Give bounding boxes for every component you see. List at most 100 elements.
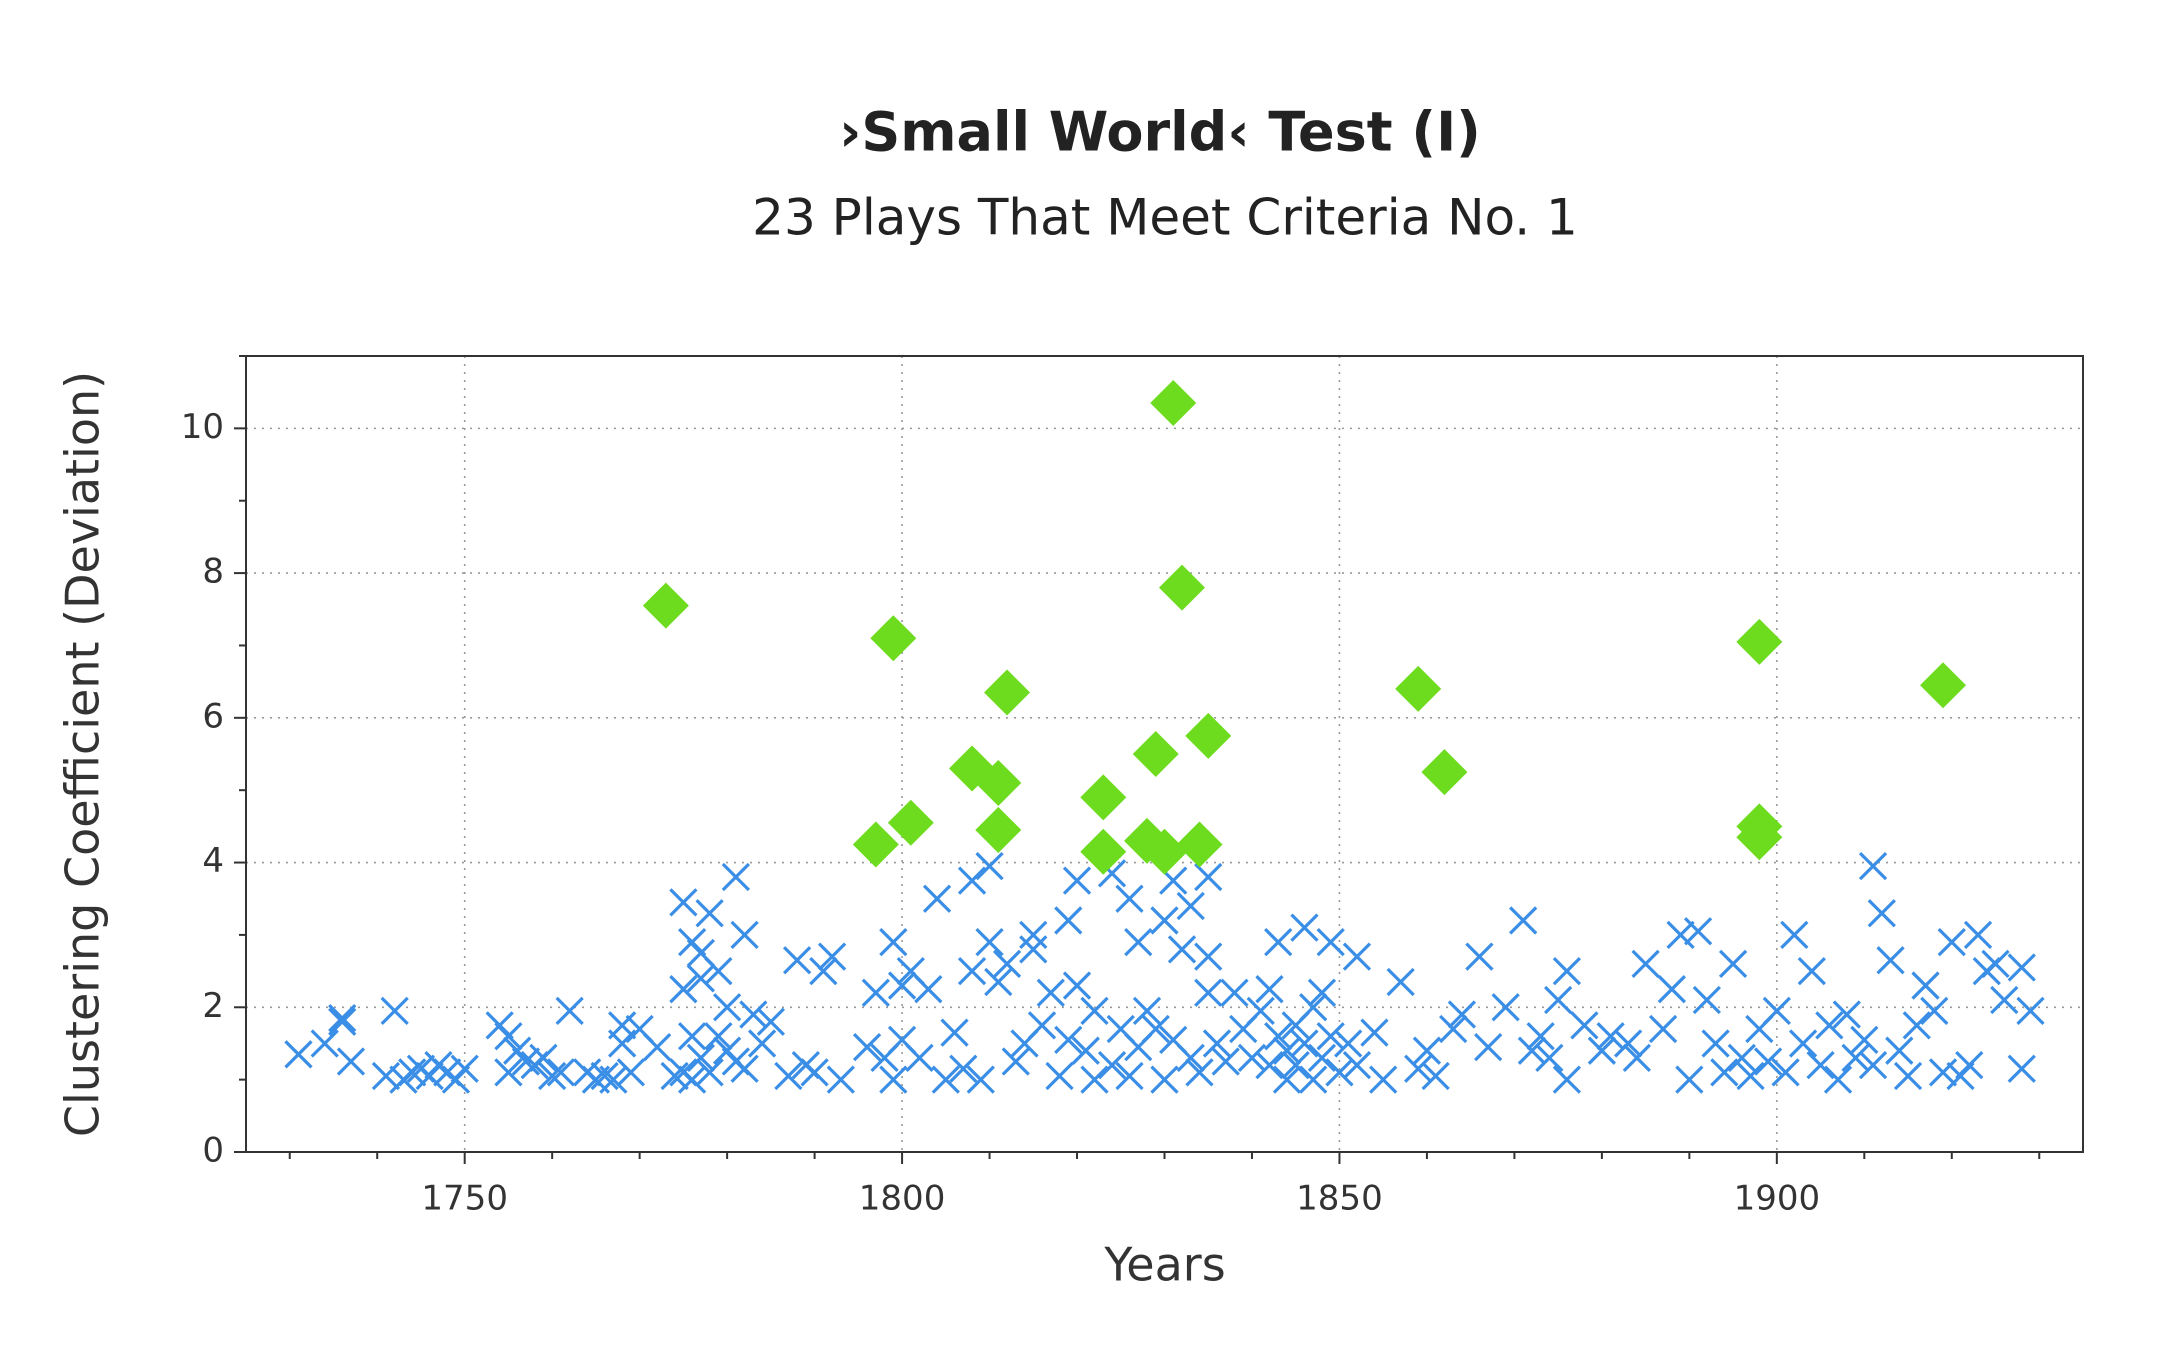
point	[730, 1054, 759, 1083]
point	[1141, 828, 1188, 875]
point	[1220, 978, 1249, 1007]
point	[1753, 1047, 1783, 1076]
point	[1272, 1065, 1302, 1094]
point	[1911, 971, 1940, 1000]
point	[1132, 731, 1179, 777]
point	[2016, 996, 2045, 1026]
point	[371, 1061, 401, 1091]
point	[704, 1022, 733, 1051]
point	[1307, 978, 1337, 1007]
point	[546, 1058, 576, 1087]
point	[1080, 774, 1127, 821]
point	[1675, 1065, 1704, 1094]
point	[2007, 953, 2036, 982]
point	[1307, 1043, 1337, 1073]
x-tick-label: 1800	[859, 1179, 946, 1219]
point	[1648, 1014, 1678, 1044]
point	[1806, 1051, 1835, 1080]
point	[1893, 1061, 1923, 1091]
point	[1517, 1036, 1547, 1065]
point	[817, 942, 847, 971]
point	[1290, 1029, 1319, 1058]
point	[1019, 920, 1048, 950]
point	[1902, 1011, 1931, 1040]
point	[774, 1061, 803, 1091]
point	[1788, 1029, 1818, 1058]
point	[879, 928, 908, 957]
point	[599, 1065, 628, 1094]
point	[1552, 1065, 1582, 1094]
point	[1683, 917, 1713, 946]
point	[739, 1000, 768, 1029]
point	[1342, 942, 1372, 971]
point	[1509, 906, 1538, 935]
y-tick-label: 10	[181, 407, 224, 447]
point	[1325, 1058, 1354, 1087]
point	[1570, 1011, 1599, 1040]
point	[957, 956, 987, 986]
point	[2007, 1054, 2036, 1083]
point	[328, 1003, 357, 1033]
x-tick-label: 1750	[421, 1179, 508, 1219]
point	[1176, 821, 1223, 868]
point	[1255, 1051, 1284, 1080]
point	[1115, 1061, 1144, 1091]
point	[1920, 996, 1949, 1026]
point	[1412, 1036, 1442, 1065]
point	[1867, 899, 1896, 928]
point	[1194, 862, 1223, 892]
point	[957, 866, 987, 895]
y-tick-label: 4	[202, 841, 224, 881]
point	[1001, 1047, 1030, 1076]
point	[1727, 1043, 1756, 1073]
point	[1587, 1036, 1617, 1065]
point	[1150, 906, 1179, 935]
point	[1832, 1000, 1861, 1029]
point	[590, 1061, 619, 1091]
x-tick-label: 1900	[1734, 1179, 1821, 1219]
y-tick-label: 8	[202, 552, 224, 592]
plot-marks	[284, 380, 2045, 1094]
point	[336, 1047, 366, 1076]
point	[1097, 1051, 1127, 1080]
x-axis-label: Years	[1103, 1238, 1225, 1292]
point	[975, 928, 1004, 957]
chart-title: ›Small World‹ Test (I)	[839, 101, 1481, 164]
point	[905, 1043, 934, 1073]
point	[616, 1058, 646, 1087]
point	[686, 964, 716, 993]
point	[380, 996, 409, 1026]
point	[642, 582, 689, 629]
point	[1281, 1051, 1310, 1080]
point	[1920, 662, 1967, 709]
point	[529, 1043, 558, 1073]
point	[1019, 935, 1048, 964]
point	[643, 1032, 672, 1062]
point	[1447, 1000, 1477, 1029]
point	[975, 806, 1022, 853]
point	[1666, 920, 1695, 950]
point	[284, 1040, 313, 1069]
point	[852, 821, 899, 868]
point	[1027, 1011, 1057, 1040]
point	[1465, 942, 1494, 971]
point	[1158, 564, 1205, 611]
point	[1150, 380, 1197, 427]
point	[1237, 1043, 1267, 1073]
point	[1526, 1022, 1555, 1051]
point	[1631, 949, 1660, 978]
point	[450, 1054, 479, 1083]
point	[704, 956, 733, 986]
point	[730, 920, 759, 950]
point	[1080, 828, 1127, 875]
point	[712, 993, 742, 1022]
point	[800, 1058, 829, 1087]
point	[555, 996, 584, 1026]
point	[1797, 956, 1826, 986]
point	[1299, 1065, 1328, 1094]
point	[1710, 1058, 1739, 1087]
point	[328, 1007, 357, 1036]
point	[1185, 712, 1232, 759]
y-tick-label: 6	[202, 696, 224, 736]
point	[747, 1029, 777, 1058]
